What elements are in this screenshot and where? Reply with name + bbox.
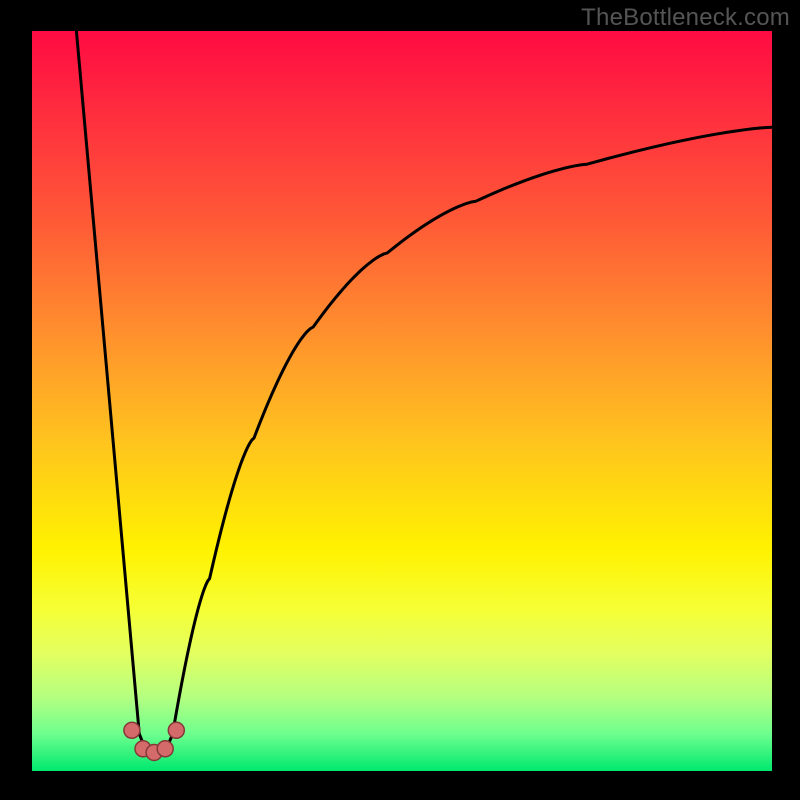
valley-marker — [157, 741, 173, 757]
chart-container: TheBottleneck.com — [0, 0, 800, 800]
valley-marker — [168, 722, 184, 738]
valley-marker — [124, 722, 140, 738]
gradient-background — [32, 31, 772, 771]
watermark-text: TheBottleneck.com — [581, 4, 790, 32]
bottleneck-chart — [0, 0, 800, 800]
